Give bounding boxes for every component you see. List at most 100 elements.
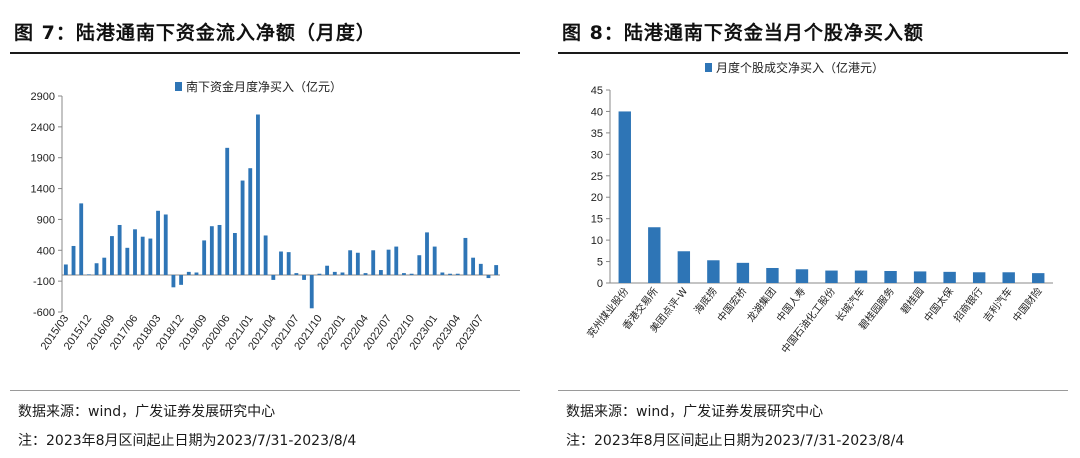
right-bar (736, 262, 750, 283)
left-y-tick-label: -100 (33, 276, 55, 288)
left-bar (263, 235, 268, 275)
left-y-tick-label: 2400 (31, 122, 55, 134)
left-bar (317, 273, 322, 275)
left-bar (440, 272, 445, 275)
right-x-category-label: 中国太保 (921, 285, 956, 325)
left-bar (209, 226, 214, 275)
right-bottom-rule (558, 390, 1068, 391)
right-bar (972, 272, 986, 283)
left-bar (163, 214, 168, 275)
left-y-tick-label: 2900 (31, 91, 55, 103)
right-bar (648, 227, 661, 283)
left-title-rule (10, 52, 520, 54)
right-title-rule (558, 52, 1068, 54)
left-bar (302, 274, 306, 280)
left-bar (355, 252, 360, 275)
right-x-category-label: 吉利汽车 (980, 285, 1015, 325)
left-bar (256, 114, 260, 275)
left-bar (294, 273, 299, 275)
left-bar (86, 274, 91, 275)
left-bar (79, 203, 84, 275)
right-x-category-label: 海底捞 (691, 285, 720, 317)
left-y-tick-label: -600 (33, 307, 55, 319)
right-legend-label: 月度个股成交净买入（亿港元） (716, 60, 884, 75)
right-figure-title: 图 8：陆港通南下资金当月个股净买入额 (562, 22, 924, 44)
left-bar (148, 238, 153, 275)
right-figure-panel: 图 8：陆港通南下资金当月个股净买入额 月度个股成交净买入（亿港元） 0 5 10 15… (548, 0, 1080, 458)
left-bar (71, 245, 76, 275)
left-bar (425, 232, 429, 275)
left-bar (217, 224, 222, 275)
right-y-tick-label: 10 (591, 235, 603, 247)
left-bar (179, 274, 184, 285)
left-date-note: 注：2023年8月区间起止日期为2023/7/31-2023/8/4 (18, 433, 357, 449)
right-bar (1032, 273, 1045, 283)
right-chart: 月度个股成交净买入（亿港元）051015202530354045兖州煤业股份香港… (584, 60, 1053, 356)
left-y-tick-label: 400 (37, 245, 55, 257)
left-bar (279, 251, 283, 275)
left-figure-title: 图 7：陆港通南下资金流入净额（月度） (14, 22, 376, 44)
right-bar (854, 270, 868, 283)
left-bar (409, 273, 414, 275)
right-y-tick-label: 20 (591, 192, 603, 204)
right-y-tick-label: 35 (591, 128, 603, 140)
right-bar (677, 251, 691, 283)
right-bar (766, 267, 779, 283)
right-y-tick-label: 25 (591, 171, 603, 183)
right-bar (707, 260, 720, 283)
left-bar (332, 271, 337, 275)
left-bar (448, 273, 452, 275)
left-bar (386, 249, 391, 275)
left-bar (486, 274, 491, 279)
left-bar (94, 263, 99, 275)
right-bar (884, 270, 897, 283)
left-bar (286, 252, 291, 275)
left-bar (125, 247, 130, 275)
left-bar (340, 272, 345, 275)
left-bar (225, 147, 230, 275)
left-bar (194, 272, 199, 275)
right-bar (913, 271, 927, 283)
left-bar (171, 274, 176, 288)
left-bar (494, 265, 499, 275)
right-x-category-label: 招商银行 (951, 285, 986, 325)
left-bar (140, 236, 145, 275)
left-legend-label: 南下资金月度净买入（亿元） (186, 79, 342, 94)
left-bar (402, 273, 406, 275)
right-bar (943, 271, 956, 283)
right-bar (825, 270, 838, 283)
left-bar (348, 250, 353, 275)
left-y-tick-label: 1900 (31, 153, 55, 165)
left-bar (363, 273, 368, 275)
left-bar (325, 265, 330, 275)
left-chart: 南下资金月度净买入（亿元） -600 -100 400 900 1400 1900 2400 2… (31, 79, 500, 352)
right-x-category-label: 中国宏桥 (714, 285, 749, 325)
left-bar (102, 257, 107, 275)
left-figure-panel: 图 7：陆港通南下资金流入净额（月度） 南下资金月度净买入（亿元） -600 -10… (0, 0, 532, 458)
left-bar (156, 210, 160, 275)
left-bar (202, 240, 207, 275)
right-y-tick-label: 15 (591, 214, 603, 226)
left-bar (232, 233, 237, 275)
right-x-category-label: 碧桂园 (898, 285, 927, 317)
right-source-note: 数据来源：wind，广发证券发展研究中心 (566, 404, 824, 420)
left-bar (478, 263, 483, 275)
left-y-tick-label: 1400 (31, 184, 55, 196)
left-bar (463, 237, 468, 275)
right-bar (618, 111, 631, 283)
right-bar (795, 269, 809, 283)
right-bar (1002, 272, 1015, 283)
right-y-tick-label: 30 (591, 149, 603, 161)
left-bar (378, 270, 383, 275)
left-y-tick-label: 900 (37, 214, 55, 226)
left-bar (432, 246, 437, 275)
right-x-category-label: 中国财险 (1010, 285, 1045, 325)
left-bar (471, 257, 476, 275)
left-bar (240, 180, 245, 275)
left-source-note: 数据来源：wind，广发证券发展研究中心 (18, 404, 276, 420)
left-bar (186, 271, 191, 275)
right-legend-swatch (705, 63, 712, 72)
left-bottom-rule (10, 390, 520, 391)
left-bar (117, 224, 122, 275)
left-bar (271, 274, 276, 280)
